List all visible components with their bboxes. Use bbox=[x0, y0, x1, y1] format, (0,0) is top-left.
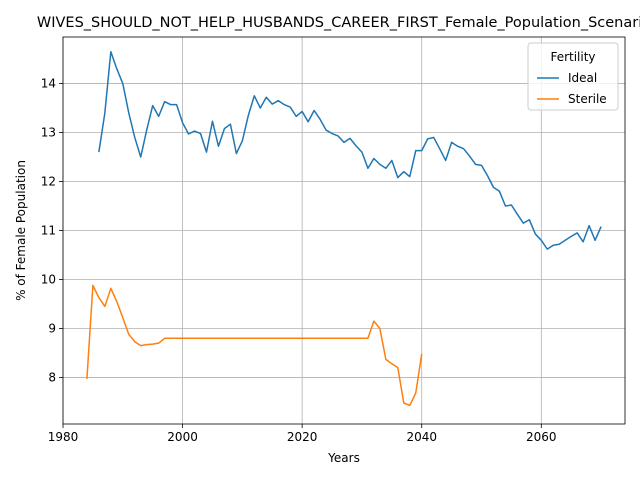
y-tick-label: 14 bbox=[41, 77, 56, 91]
series-layer bbox=[86, 50, 602, 407]
x-tick-label: 2020 bbox=[287, 430, 318, 444]
legend: Fertility Ideal Sterile bbox=[527, 42, 619, 111]
legend-entry-sterile: Sterile bbox=[568, 92, 607, 106]
legend-box bbox=[527, 42, 619, 111]
y-tick-label: 11 bbox=[41, 224, 56, 238]
y-tick-label: 13 bbox=[41, 126, 56, 140]
y-axis-label: % of Female Population bbox=[14, 160, 28, 301]
legend-title: Fertility bbox=[550, 50, 595, 64]
legend-entry-ideal: Ideal bbox=[568, 71, 597, 85]
series-line-sterile bbox=[86, 284, 423, 407]
chart-title: WIVES_SHOULD_NOT_HELP_HUSBANDS_CAREER_FI… bbox=[37, 15, 640, 31]
x-axis: 1980 2000 2020 2040 2060 bbox=[48, 424, 557, 444]
x-axis-label: Years bbox=[327, 451, 360, 465]
x-tick-label: 2000 bbox=[167, 430, 198, 444]
y-axis: 8 9 10 11 12 13 14 bbox=[41, 77, 63, 384]
y-tick-label: 12 bbox=[41, 175, 56, 189]
grid bbox=[62, 37, 625, 424]
x-tick-label: 2040 bbox=[406, 430, 437, 444]
y-tick-label: 10 bbox=[41, 272, 56, 286]
x-tick-label: 1980 bbox=[48, 430, 79, 444]
y-tick-label: 9 bbox=[48, 321, 56, 335]
series-line-ideal bbox=[98, 50, 602, 250]
x-tick-label: 2060 bbox=[526, 430, 557, 444]
y-tick-label: 8 bbox=[48, 370, 56, 384]
